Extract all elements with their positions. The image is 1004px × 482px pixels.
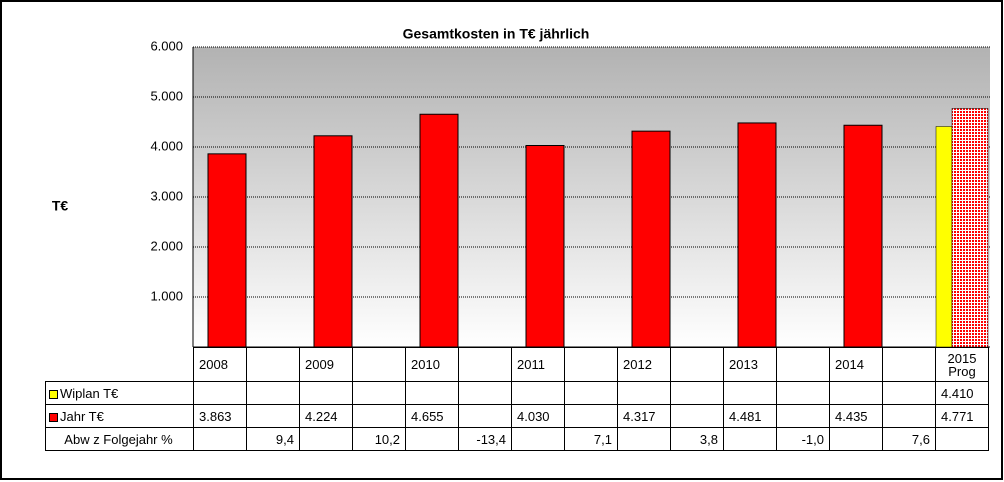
value-cell	[617, 427, 671, 451]
value-cell	[405, 427, 459, 451]
table-corner	[45, 347, 194, 382]
value-cell	[511, 381, 565, 405]
value-cell	[193, 427, 247, 451]
value-cell: 4.481	[723, 404, 777, 428]
value-cell: 4.655	[405, 404, 459, 428]
value-cell	[670, 404, 724, 428]
series-name: Wiplan T€	[60, 385, 119, 401]
value-cell	[935, 427, 989, 451]
category-cell: 2015 Prog	[935, 347, 989, 382]
category-cell	[246, 347, 300, 382]
value-cell	[882, 381, 936, 405]
bar	[207, 153, 247, 348]
value-cell	[458, 404, 512, 428]
table-header-row: 2008 2009 2010 2011 2012 2013 2014 2015 Prog	[45, 347, 989, 382]
table-row: Abw z Folgejahr % 9,4 10,2 -13,4 7,1 3,8 -1,0 7…	[45, 427, 989, 451]
value-cell	[458, 381, 512, 405]
value-cell	[564, 381, 618, 405]
series-name-cell: Jahr T€	[45, 404, 194, 428]
value-cell	[405, 381, 459, 405]
y-tick-label: 1.000	[150, 288, 183, 303]
value-cell: 3.863	[193, 404, 247, 428]
value-cell: 4.030	[511, 404, 565, 428]
value-cell: 7,6	[882, 427, 936, 451]
value-cell	[511, 427, 565, 451]
bar	[737, 122, 777, 348]
value-cell	[564, 404, 618, 428]
value-cell: 3,8	[670, 427, 724, 451]
y-tick-label: 6.000	[150, 38, 183, 53]
data-table: 2008 2009 2010 2011 2012 2013 2014 2015 Prog Wip…	[45, 347, 989, 451]
y-tick-label: 2.000	[150, 238, 183, 253]
category-cell	[564, 347, 618, 382]
y-tick-label: 4.000	[150, 138, 183, 153]
value-cell	[723, 427, 777, 451]
value-cell	[776, 404, 830, 428]
value-cell: 9,4	[246, 427, 300, 451]
category-cell: 2010	[405, 347, 459, 382]
value-cell	[723, 381, 777, 405]
value-cell: 4.224	[299, 404, 353, 428]
value-cell	[617, 381, 671, 405]
category-cell: 2012	[617, 347, 671, 382]
value-cell	[352, 404, 406, 428]
bar	[951, 108, 989, 348]
value-cell: 4.410	[935, 381, 989, 405]
series-name: Jahr T€	[60, 408, 104, 424]
y-axis-label: T€	[52, 198, 69, 214]
bar	[631, 130, 671, 348]
category-cell: 2013	[723, 347, 777, 382]
category-cell: 2011	[511, 347, 565, 382]
series-name-cell: Wiplan T€	[45, 381, 194, 405]
category-cell: 2009	[299, 347, 353, 382]
bar	[843, 124, 883, 348]
category-cell	[352, 347, 406, 382]
value-cell	[882, 404, 936, 428]
value-cell	[193, 381, 247, 405]
bar	[419, 113, 459, 348]
y-tick-label: 3.000	[150, 188, 183, 203]
value-cell: 7,1	[564, 427, 618, 451]
value-cell	[352, 381, 406, 405]
bar	[525, 145, 565, 348]
table-row: Wiplan T€ 4.410	[45, 381, 989, 405]
value-cell	[246, 404, 300, 428]
legend-key	[49, 412, 58, 422]
category-cell: 2014	[829, 347, 883, 382]
category-cell	[458, 347, 512, 382]
value-cell: 10,2	[352, 427, 406, 451]
value-cell: 4.435	[829, 404, 883, 428]
value-cell	[829, 381, 883, 405]
value-cell	[299, 427, 353, 451]
category-cell	[882, 347, 936, 382]
category-cell	[670, 347, 724, 382]
value-cell	[670, 381, 724, 405]
value-cell: -1,0	[776, 427, 830, 451]
bar	[313, 135, 353, 348]
bar	[935, 126, 953, 348]
table-row: Jahr T€ 3.863 4.224 4.655 4.030 4.317 4.481 4.4…	[45, 404, 989, 428]
value-cell: -13,4	[458, 427, 512, 451]
series-name-cell: Abw z Folgejahr %	[45, 427, 194, 451]
y-tick-label: 5.000	[150, 88, 183, 103]
value-cell	[246, 381, 300, 405]
category-cell: 2008	[193, 347, 247, 382]
value-cell	[829, 427, 883, 451]
value-cell: 4.771	[935, 404, 989, 428]
chart-title: Gesamtkosten in T€ jährlich	[403, 26, 590, 42]
value-cell	[776, 381, 830, 405]
series-name: Abw z Folgejahr %	[64, 431, 173, 447]
category-cell	[776, 347, 830, 382]
value-cell: 4.317	[617, 404, 671, 428]
legend-key	[49, 389, 58, 399]
value-cell	[299, 381, 353, 405]
